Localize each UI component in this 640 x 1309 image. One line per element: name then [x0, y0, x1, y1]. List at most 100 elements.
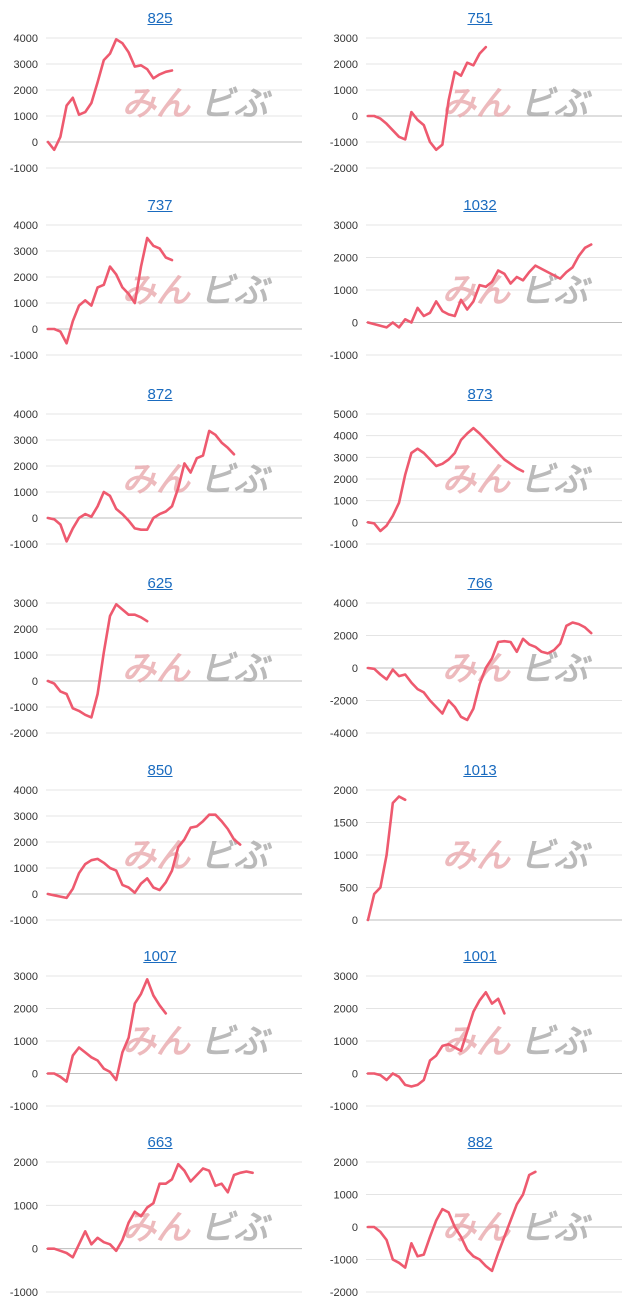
y-tick-label: 0: [352, 1069, 358, 1081]
y-tick-label: 5000: [334, 409, 358, 421]
series-line: [46, 1162, 254, 1259]
chart-title-link[interactable]: 1001: [463, 948, 497, 965]
y-tick-label: -1000: [10, 702, 38, 714]
y-tick-label: 0: [32, 1244, 38, 1256]
chart-title-link[interactable]: 872: [147, 386, 173, 403]
y-tick-label: 0: [32, 137, 38, 149]
chart-title-link[interactable]: 751: [467, 10, 493, 27]
y-tick-label: -2000: [330, 1287, 358, 1299]
y-tick-label: -1000: [330, 539, 358, 551]
watermark-logo-right: ビぶ: [520, 1209, 593, 1247]
chart-title-link[interactable]: 1032: [463, 197, 497, 214]
watermark-logo-left: みん: [442, 1023, 511, 1061]
line-chart-svg: -2000 -1000 0 1000 2000 3000 みん ビぶ: [330, 33, 622, 175]
watermark-logo-left: みん: [442, 461, 511, 499]
y-tick-label: 1000: [334, 285, 358, 297]
y-tick-label: 2000: [334, 253, 358, 265]
chart-title-link[interactable]: 625: [147, 575, 173, 592]
y-tick-label: 1000: [14, 863, 38, 875]
y-tick-label: 3000: [14, 598, 38, 610]
series-line: [366, 990, 506, 1088]
y-tick-label: 2000: [334, 1157, 358, 1169]
series-line: [46, 813, 242, 900]
chart-title-link[interactable]: 873: [467, 386, 493, 403]
line-chart-svg: -1000 0 1000 2000 3000 4000 みん ビぶ: [10, 220, 302, 362]
line-chart-svg: 0 500 1000 1500 2000 みん ビぶ: [334, 785, 622, 927]
line-chart-svg: -2000 -1000 0 1000 2000 みん ビぶ: [330, 1157, 622, 1299]
y-tick-label: 4000: [14, 33, 38, 45]
y-tick-label: 1500: [334, 818, 358, 830]
y-tick-label: -2000: [330, 163, 358, 175]
line-chart-svg: -1000 0 1000 2000 3000 4000 みん ビぶ: [10, 33, 302, 175]
watermark-logo-right: ビぶ: [200, 461, 273, 499]
watermark-logo-right: ビぶ: [200, 650, 273, 688]
y-tick-label: 2000: [334, 1004, 358, 1016]
y-tick-label: 0: [32, 676, 38, 688]
chart-panel-625: 625 -2000 -1000 0 1000 2000 3000 みん ビぶ: [0, 575, 320, 750]
watermark-logo-right: ビぶ: [520, 461, 593, 499]
series-line: [46, 602, 149, 719]
y-tick-label: -1000: [10, 1101, 38, 1113]
watermark-logo-left: みん: [122, 85, 191, 123]
chart-panel-1013: 1013 0 500 1000 1500 2000 みん ビぶ: [320, 762, 640, 937]
y-tick-label: -2000: [10, 728, 38, 740]
chart-title-link[interactable]: 663: [147, 1134, 173, 1151]
y-tick-label: 3000: [14, 971, 38, 983]
y-tick-label: 2000: [14, 272, 38, 284]
y-tick-label: 3000: [14, 246, 38, 258]
y-tick-label: 500: [340, 883, 358, 895]
y-tick-label: 3000: [334, 452, 358, 464]
watermark-logo-right: ビぶ: [520, 1023, 593, 1061]
y-tick-label: 3000: [14, 811, 38, 823]
watermark-logo-right: ビぶ: [520, 85, 593, 123]
y-tick-label: 1000: [14, 1036, 38, 1048]
line-chart-svg: -1000 0 1000 2000 3000 みん ビぶ: [330, 971, 622, 1113]
chart-title-link[interactable]: 825: [147, 10, 173, 27]
y-tick-label: 0: [352, 318, 358, 330]
y-tick-label: 1000: [14, 1200, 38, 1212]
series-line: [366, 621, 593, 722]
series-line: [46, 429, 236, 543]
chart-title-link[interactable]: 1007: [143, 948, 177, 965]
watermark-logo-left: みん: [442, 650, 511, 688]
y-tick-label: 1000: [14, 111, 38, 123]
chart-title-link[interactable]: 882: [467, 1134, 493, 1151]
y-tick-label: -1000: [10, 1287, 38, 1299]
y-tick-label: -1000: [330, 1255, 358, 1267]
chart-panel-1007: 1007 -1000 0 1000 2000 3000 みん ビぶ: [0, 948, 320, 1123]
y-tick-label: -1000: [10, 539, 38, 551]
y-tick-label: 4000: [14, 220, 38, 232]
chart-panel-850: 850 -1000 0 1000 2000 3000 4000 みん ビぶ: [0, 762, 320, 937]
chart-panel-766: 766 -4000 -2000 0 2000 4000 みん ビぶ: [320, 575, 640, 750]
chart-title-link[interactable]: 1013: [463, 762, 497, 779]
chart-title-link[interactable]: 766: [467, 575, 493, 592]
watermark-logo-right: ビぶ: [520, 650, 593, 688]
y-tick-label: 0: [352, 1222, 358, 1234]
y-tick-label: -1000: [330, 1101, 358, 1113]
watermark-logo-left: みん: [442, 837, 511, 875]
watermark-logo-right: ビぶ: [200, 1209, 273, 1247]
chart-panel-1032: 1032 -1000 0 1000 2000 3000 みん ビぶ: [320, 197, 640, 372]
series-line: [46, 977, 168, 1083]
y-tick-label: 0: [352, 663, 358, 675]
chart-panel-872: 872 -1000 0 1000 2000 3000 4000 みん ビぶ: [0, 386, 320, 561]
y-tick-label: -4000: [330, 728, 358, 740]
line-chart-svg: -1000 0 1000 2000 3000 4000 5000 みん ビぶ: [330, 409, 622, 551]
series-line: [366, 426, 525, 533]
y-tick-label: 1000: [334, 1190, 358, 1202]
y-tick-label: 1000: [334, 850, 358, 862]
y-tick-label: 0: [32, 324, 38, 336]
y-tick-label: 0: [32, 1069, 38, 1081]
y-tick-label: 4000: [14, 409, 38, 421]
series-line: [46, 37, 174, 152]
y-tick-label: 3000: [14, 435, 38, 447]
y-tick-label: -2000: [330, 696, 358, 708]
chart-title-link[interactable]: 850: [147, 762, 173, 779]
chart-panel-825: 825 -1000 0 1000 2000 3000 4000 みん ビぶ: [0, 10, 320, 185]
watermark-logo-right: ビぶ: [200, 272, 273, 310]
y-tick-label: 0: [32, 889, 38, 901]
series-line: [366, 1170, 537, 1273]
chart-title-link[interactable]: 737: [147, 197, 173, 214]
